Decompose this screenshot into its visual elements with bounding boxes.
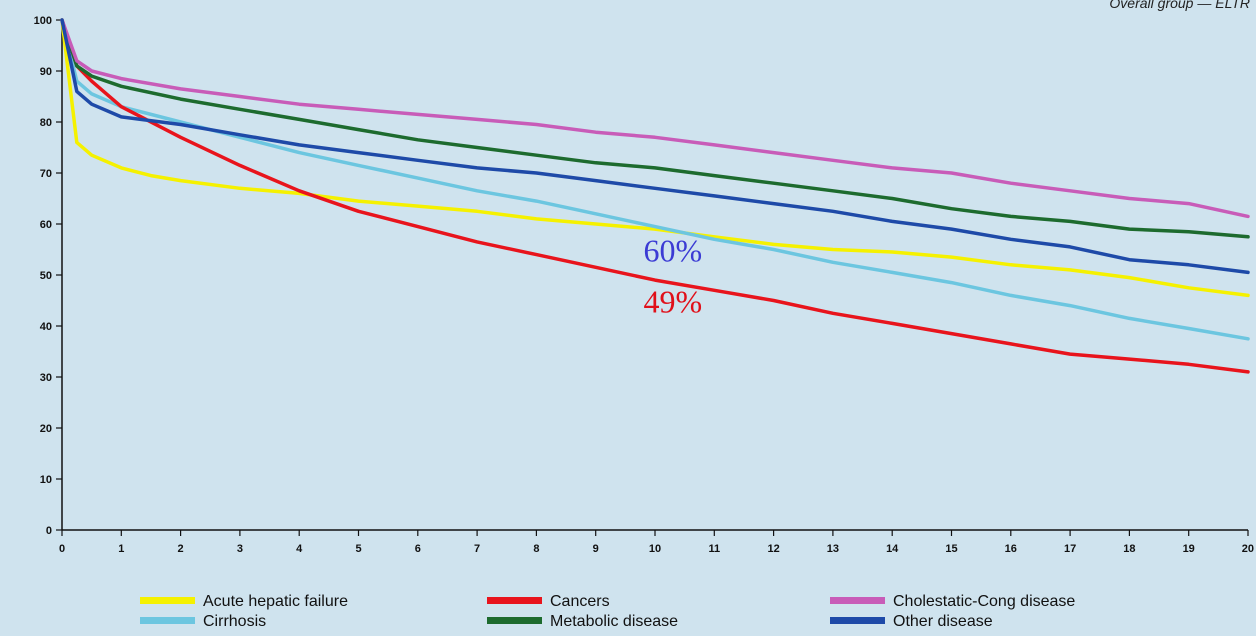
y-tick-label: 60	[40, 219, 52, 231]
legend-label: Cholestatic-Cong disease	[893, 593, 1075, 610]
y-tick-label: 10	[40, 474, 52, 486]
annotation-label: 49%	[643, 284, 702, 320]
x-tick-label: 19	[1183, 543, 1195, 555]
x-tick-label: 13	[827, 543, 839, 555]
legend-label: Acute hepatic failure	[203, 593, 348, 610]
legend-swatch	[140, 597, 195, 604]
series-line-other-disease	[60, 18, 1250, 275]
y-tick-label: 50	[40, 270, 52, 282]
x-tick-label: 6	[415, 543, 421, 555]
annotation-label: 60%	[643, 233, 702, 269]
y-tick-label: 90	[40, 66, 52, 78]
x-tick-label: 2	[178, 543, 184, 555]
y-tick-label: 100	[34, 15, 52, 27]
x-tick-label: 4	[296, 543, 303, 555]
legend-swatch	[830, 597, 885, 604]
legend-label: Other disease	[893, 613, 993, 630]
x-tick-label: 8	[533, 543, 539, 555]
x-tick-label: 11	[708, 543, 720, 555]
series-line-cholestatic-cong-disease	[60, 18, 1250, 219]
y-tick-label: 20	[40, 423, 52, 435]
series-line-cirrhosis	[60, 18, 1250, 341]
y-tick-label: 30	[40, 372, 52, 384]
x-tick-label: 17	[1064, 543, 1076, 555]
series-line-acute-hepatic-failure	[60, 18, 1250, 298]
series-line-cancers	[60, 18, 1250, 374]
x-tick-label: 5	[355, 543, 361, 555]
series-lines	[60, 18, 1250, 374]
legend-swatch	[487, 617, 542, 624]
series-line-metabolic-disease	[60, 18, 1250, 239]
x-tick-label: 15	[945, 543, 957, 555]
x-tick-label: 7	[474, 543, 480, 555]
x-tick-label: 3	[237, 543, 243, 555]
y-tick-label: 40	[40, 321, 52, 333]
legend: Acute hepatic failure Cancers Cholestatic-…	[140, 593, 1075, 630]
x-tick-label: 9	[593, 543, 599, 555]
legend-swatch	[487, 597, 542, 604]
x-tick-label: 0	[59, 543, 65, 555]
x-tick-label: 12	[767, 543, 779, 555]
legend-label: Metabolic disease	[550, 613, 678, 630]
legend-swatch	[830, 617, 885, 624]
y-tick-label: 80	[40, 117, 52, 129]
legend-label: Cancers	[550, 593, 610, 610]
x-tick-label: 20	[1242, 543, 1254, 555]
x-tick-label: 1	[118, 543, 124, 555]
annotations: 60%49%	[643, 233, 702, 320]
x-tick-label: 16	[1005, 543, 1017, 555]
x-tick-label: 18	[1123, 543, 1135, 555]
x-tick-label: 10	[649, 543, 661, 555]
legend-swatch	[140, 617, 195, 624]
x-tick-label: 14	[886, 543, 899, 555]
y-tick-label: 0	[46, 525, 52, 537]
header-text: Overall group — ELTR	[1109, 0, 1250, 11]
legend-label: Cirrhosis	[203, 613, 266, 630]
y-tick-label: 70	[40, 168, 52, 180]
